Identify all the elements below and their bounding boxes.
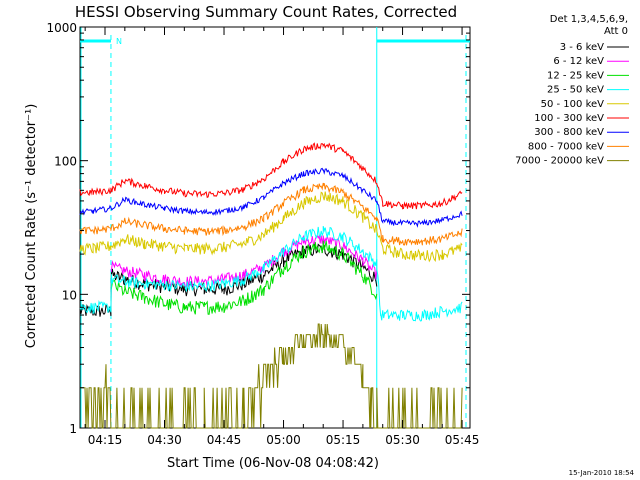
x-tick-label: 04:15	[88, 433, 123, 447]
chart-title: HESSI Observing Summary Count Rates, Cor…	[75, 3, 457, 21]
series-25-50-kev	[79, 225, 463, 322]
legend-label: 3 - 6 keV	[560, 42, 604, 53]
legend: Det 1,3,4,5,6,9,Att 03 - 6 keV 6 - 12 keV…	[515, 14, 629, 167]
x-tick-label: 05:15	[326, 433, 361, 447]
y-tick-label: 1	[69, 422, 77, 436]
x-tick-label: 04:30	[147, 433, 182, 447]
series-12-25-kev	[110, 240, 378, 315]
legend-label: 800 - 7000 keV	[528, 141, 604, 152]
footer-timestamp: 15-Jan-2010 18:54	[568, 469, 634, 477]
series-300-800-kev	[79, 167, 463, 228]
series-trace	[80, 323, 463, 429]
legend-label: 100 - 300 keV	[534, 113, 604, 124]
legend-label: 6 - 12 keV	[553, 56, 604, 67]
y-tick-label: 10	[62, 288, 77, 302]
series-trace	[79, 142, 463, 210]
x-tick-label: 05:00	[266, 433, 301, 447]
y-axis-label: Corrected Count Rate (s⁻¹ detector⁻¹)	[24, 104, 39, 349]
plot-area	[79, 26, 471, 429]
legend-label: 50 - 100 keV	[541, 99, 605, 110]
y-tick-label: 1000	[46, 21, 77, 35]
x-tick-label: 04:45	[207, 433, 242, 447]
series-trace	[79, 225, 463, 322]
series-7000-20000-kev	[80, 323, 463, 429]
legend-label: 7000 - 20000 keV	[515, 156, 604, 167]
saa-marker-label: N	[116, 37, 122, 46]
series-trace	[110, 233, 378, 288]
legend-header: Att 0	[604, 26, 628, 37]
series-800-7000-kev	[79, 182, 463, 246]
x-axis-label: Start Time (06-Nov-08 04:08:42)	[167, 456, 379, 471]
x-tick-label: 05:30	[385, 433, 420, 447]
series-50-100-kev	[79, 191, 463, 263]
series-6-12-kev	[110, 233, 378, 288]
series-trace	[110, 240, 378, 315]
legend-label: 12 - 25 keV	[547, 70, 604, 81]
legend-label: 300 - 800 keV	[534, 127, 604, 138]
y-tick-label: 100	[54, 155, 77, 169]
series-trace	[79, 167, 463, 228]
legend-header: Det 1,3,4,5,6,9,	[550, 14, 628, 25]
x-tick-label: 05:45	[445, 433, 480, 447]
series-trace	[79, 191, 463, 263]
series-trace	[79, 182, 463, 246]
series-100-300-kev	[79, 142, 463, 210]
legend-label: 25 - 50 keV	[547, 85, 604, 96]
